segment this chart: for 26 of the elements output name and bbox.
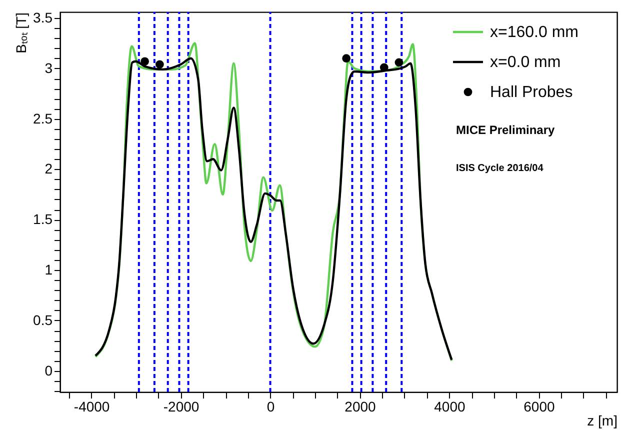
point [155, 60, 164, 69]
point [140, 57, 150, 66]
legend-label: x=160.0 mm [490, 24, 578, 41]
point [394, 58, 404, 67]
point [380, 63, 388, 72]
y-axis-title: Bₜₒₜ [T] [13, 12, 30, 54]
y-tick-label: 1.5 [33, 211, 53, 228]
y-tick-label: 0 [44, 362, 53, 378]
x-tick-label: 2000 [344, 398, 376, 414]
legend-label: Hall Probes [490, 84, 573, 101]
legend-label: x=0.0 mm [490, 54, 561, 71]
y-tick-label: 2.5 [33, 110, 53, 126]
x-tick-label: 4000 [434, 398, 466, 414]
y-tick-label: 2 [44, 160, 53, 177]
annotation: MICE Preliminary [456, 123, 556, 137]
x-tick-label: 6000 [524, 398, 555, 414]
x-tick-label: -2000 [163, 398, 200, 414]
y-tick-label: 3 [44, 60, 53, 76]
y-tick-label: 1 [44, 262, 53, 278]
y-tick-label: 0.5 [33, 312, 53, 328]
x-tick-label: 0 [266, 398, 275, 414]
y-tick-label: 3.5 [33, 10, 53, 26]
x-tick-label: -4000 [74, 398, 110, 414]
x-axis-title: z [m] [587, 412, 618, 428]
point [342, 54, 351, 63]
annotation: ISIS Cycle 2016/04 [456, 163, 544, 174]
